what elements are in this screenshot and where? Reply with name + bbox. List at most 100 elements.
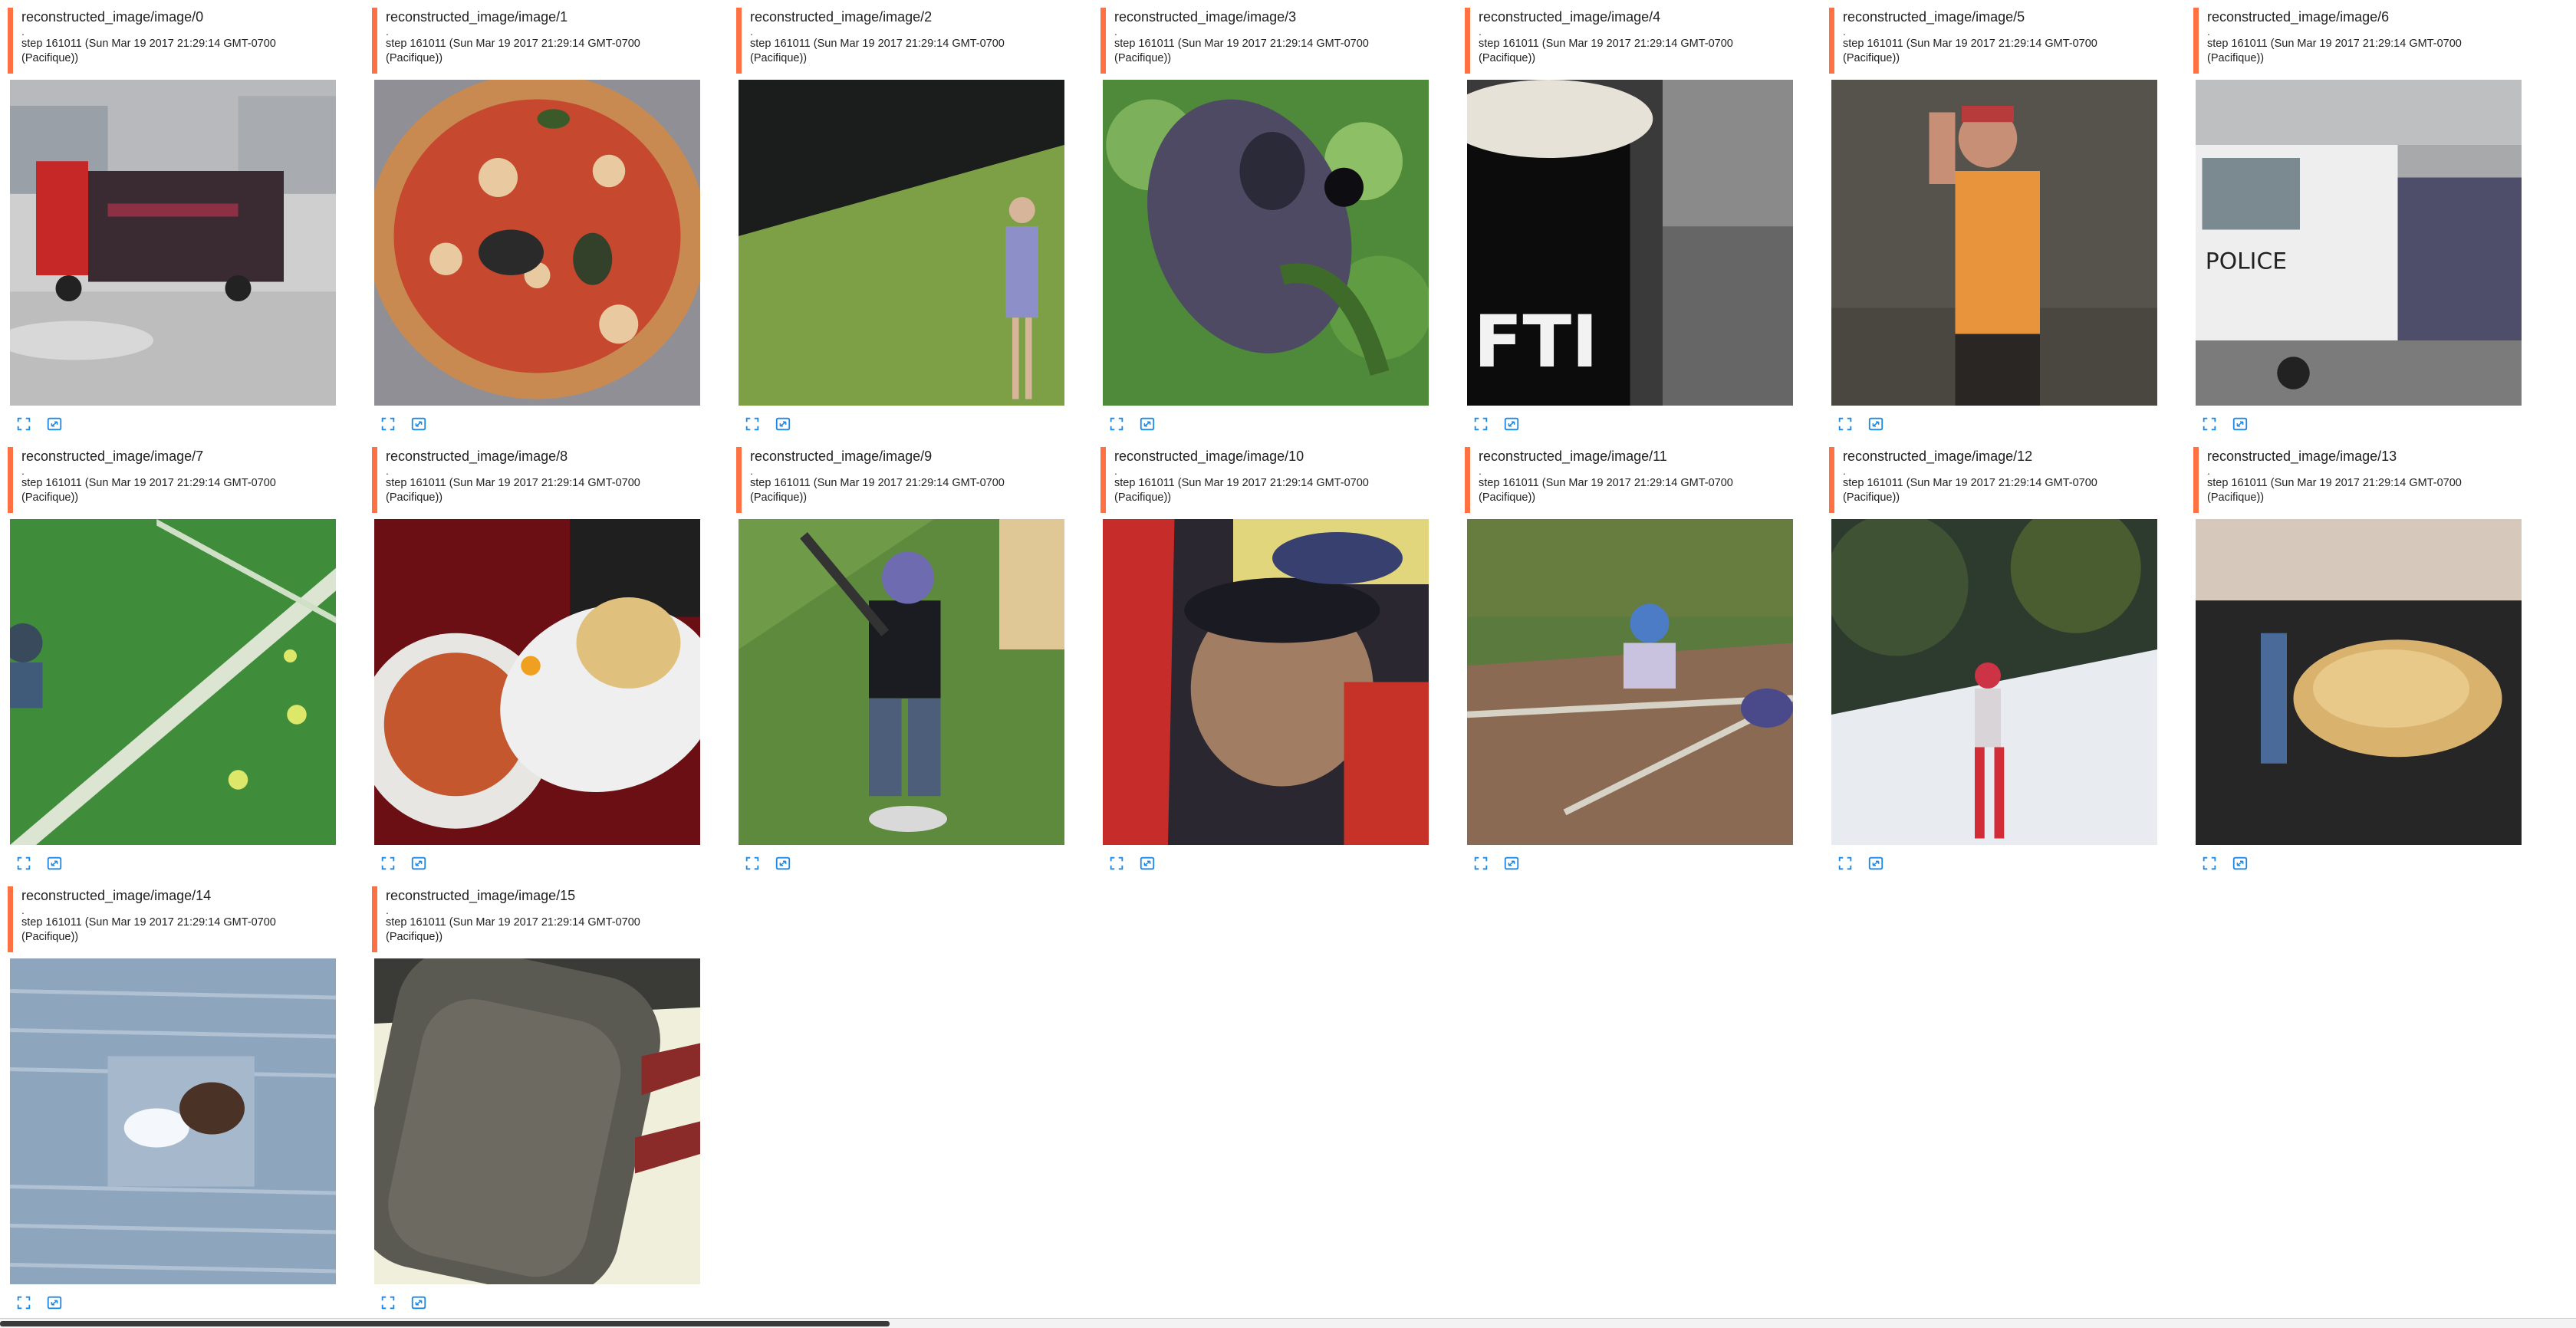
fullscreen-icon[interactable]	[14, 1293, 34, 1313]
card-tag: reconstructed_image/image/7	[21, 449, 204, 464]
card-step: step 161011 (Sun Mar 19 2017 21:29:14 GM…	[2207, 38, 2462, 64]
fullscreen-icon[interactable]	[378, 1293, 398, 1313]
image-card: reconstructed_image/image/5 . step 16101…	[1821, 0, 2159, 431]
image-card: reconstructed_image/image/14 . step 1610…	[0, 879, 337, 1310]
card-run-dot: .	[2207, 465, 2210, 477]
reconstructed-image	[1831, 80, 2157, 406]
reconstructed-image	[374, 80, 700, 406]
card-run-dot: .	[21, 465, 25, 477]
card-run-dot: .	[1479, 465, 1482, 477]
card-tag: reconstructed_image/image/6	[2207, 9, 2390, 25]
fit-image-icon[interactable]	[1502, 853, 1522, 873]
fit-image-icon[interactable]	[44, 414, 64, 434]
fit-image-icon[interactable]	[1866, 853, 1886, 873]
fit-image-icon[interactable]	[773, 414, 793, 434]
card-tag: reconstructed_image/image/1	[386, 9, 568, 25]
fullscreen-icon[interactable]	[14, 414, 34, 434]
fit-image-icon[interactable]	[773, 853, 793, 873]
police-truck-picture: POLICE	[2196, 80, 2522, 406]
card-header: reconstructed_image/image/3 . step 16101…	[1100, 8, 1426, 74]
card-actions	[378, 853, 429, 873]
card-header: reconstructed_image/image/12 . step 1610…	[1829, 447, 2154, 513]
card-header: reconstructed_image/image/11 . step 1610…	[1465, 447, 1790, 513]
fit-image-icon[interactable]	[1137, 853, 1157, 873]
pizza-picture	[374, 80, 700, 406]
card-actions	[378, 414, 429, 434]
card-step: step 161011 (Sun Mar 19 2017 21:29:14 GM…	[386, 38, 640, 64]
horizontal-scrollbar[interactable]	[0, 1318, 2576, 1328]
fullscreen-icon[interactable]	[1107, 414, 1127, 434]
reconstructed-image	[374, 958, 700, 1284]
image-card: reconstructed_image/image/6 . step 16101…	[2186, 0, 2523, 431]
card-step: step 161011 (Sun Mar 19 2017 21:29:14 GM…	[21, 477, 276, 504]
fullscreen-icon[interactable]	[378, 414, 398, 434]
fullscreen-icon[interactable]	[2199, 414, 2219, 434]
card-step: step 161011 (Sun Mar 19 2017 21:29:14 GM…	[386, 477, 640, 504]
fullscreen-icon[interactable]	[1835, 414, 1855, 434]
card-run-dot: .	[1479, 25, 1482, 38]
card-actions	[1471, 414, 1522, 434]
reconstructed-image	[1103, 80, 1429, 406]
image-card: reconstructed_image/image/2 . step 16101…	[729, 0, 1066, 431]
card-tag: reconstructed_image/image/9	[750, 449, 933, 464]
soccer-field-picture	[10, 519, 336, 845]
reconstructed-image	[739, 80, 1064, 406]
reconstructed-image	[1103, 519, 1429, 845]
fit-image-icon[interactable]	[44, 853, 64, 873]
image-card: reconstructed_image/image/8 . step 16101…	[364, 439, 702, 870]
card-actions	[1471, 853, 1522, 873]
card-tag: reconstructed_image/image/0	[21, 9, 204, 25]
oven-food-picture	[2196, 519, 2522, 845]
card-header: reconstructed_image/image/9 . step 16101…	[736, 447, 1061, 513]
svg-text:FTI: FTI	[1474, 301, 1598, 384]
card-actions	[742, 853, 793, 873]
card-actions	[1835, 853, 1886, 873]
card-step: step 161011 (Sun Mar 19 2017 21:29:14 GM…	[1114, 477, 1369, 504]
card-tag: reconstructed_image/image/5	[1843, 9, 2025, 25]
bird-in-leaves-picture	[1103, 80, 1429, 406]
skier-picture	[1831, 519, 2157, 845]
fullscreen-icon[interactable]	[1835, 853, 1855, 873]
fit-image-icon[interactable]	[409, 853, 429, 873]
reconstructed-image	[10, 519, 336, 845]
image-card: reconstructed_image/image/13 . step 1610…	[2186, 439, 2523, 870]
fullscreen-icon[interactable]	[1107, 853, 1127, 873]
fullscreen-icon[interactable]	[378, 853, 398, 873]
fullscreen-icon[interactable]	[1471, 414, 1491, 434]
card-header: reconstructed_image/image/8 . step 16101…	[372, 447, 697, 513]
fullscreen-icon[interactable]	[742, 853, 762, 873]
card-run-dot: .	[1114, 25, 1117, 38]
fit-image-icon[interactable]	[409, 414, 429, 434]
card-actions	[14, 1293, 64, 1313]
card-run-dot: .	[386, 465, 389, 477]
card-tag: reconstructed_image/image/3	[1114, 9, 1297, 25]
card-tag: reconstructed_image/image/11	[1479, 449, 1667, 464]
fit-image-icon[interactable]	[2230, 414, 2250, 434]
fit-image-icon[interactable]	[409, 1293, 429, 1313]
image-card: reconstructed_image/image/4 . step 16101…	[1457, 0, 1795, 431]
reconstructed-image	[1831, 519, 2157, 845]
fullscreen-icon[interactable]	[742, 414, 762, 434]
fit-image-icon[interactable]	[2230, 853, 2250, 873]
card-actions	[1835, 414, 1886, 434]
reconstructed-image	[374, 519, 700, 845]
fit-image-icon[interactable]	[1502, 414, 1522, 434]
card-header: reconstructed_image/image/4 . step 16101…	[1465, 8, 1790, 74]
fit-image-icon[interactable]	[1866, 414, 1886, 434]
card-run-dot: .	[750, 25, 753, 38]
card-run-dot: .	[21, 25, 25, 38]
card-tag: reconstructed_image/image/13	[2207, 449, 2397, 464]
card-step: step 161011 (Sun Mar 19 2017 21:29:14 GM…	[1114, 38, 1369, 64]
fullscreen-icon[interactable]	[1471, 853, 1491, 873]
image-card: reconstructed_image/image/11 . step 1610…	[1457, 439, 1795, 870]
image-card: reconstructed_image/image/1 . step 16101…	[364, 0, 702, 431]
card-run-dot: .	[1114, 465, 1117, 477]
card-header: reconstructed_image/image/0 . step 16101…	[8, 8, 333, 74]
scrollbar-thumb[interactable]	[0, 1321, 890, 1326]
fullscreen-icon[interactable]	[2199, 853, 2219, 873]
fit-image-icon[interactable]	[44, 1293, 64, 1313]
card-actions	[1107, 414, 1157, 434]
fullscreen-icon[interactable]	[14, 853, 34, 873]
baseball-slide-picture	[1467, 519, 1793, 845]
fit-image-icon[interactable]	[1137, 414, 1157, 434]
